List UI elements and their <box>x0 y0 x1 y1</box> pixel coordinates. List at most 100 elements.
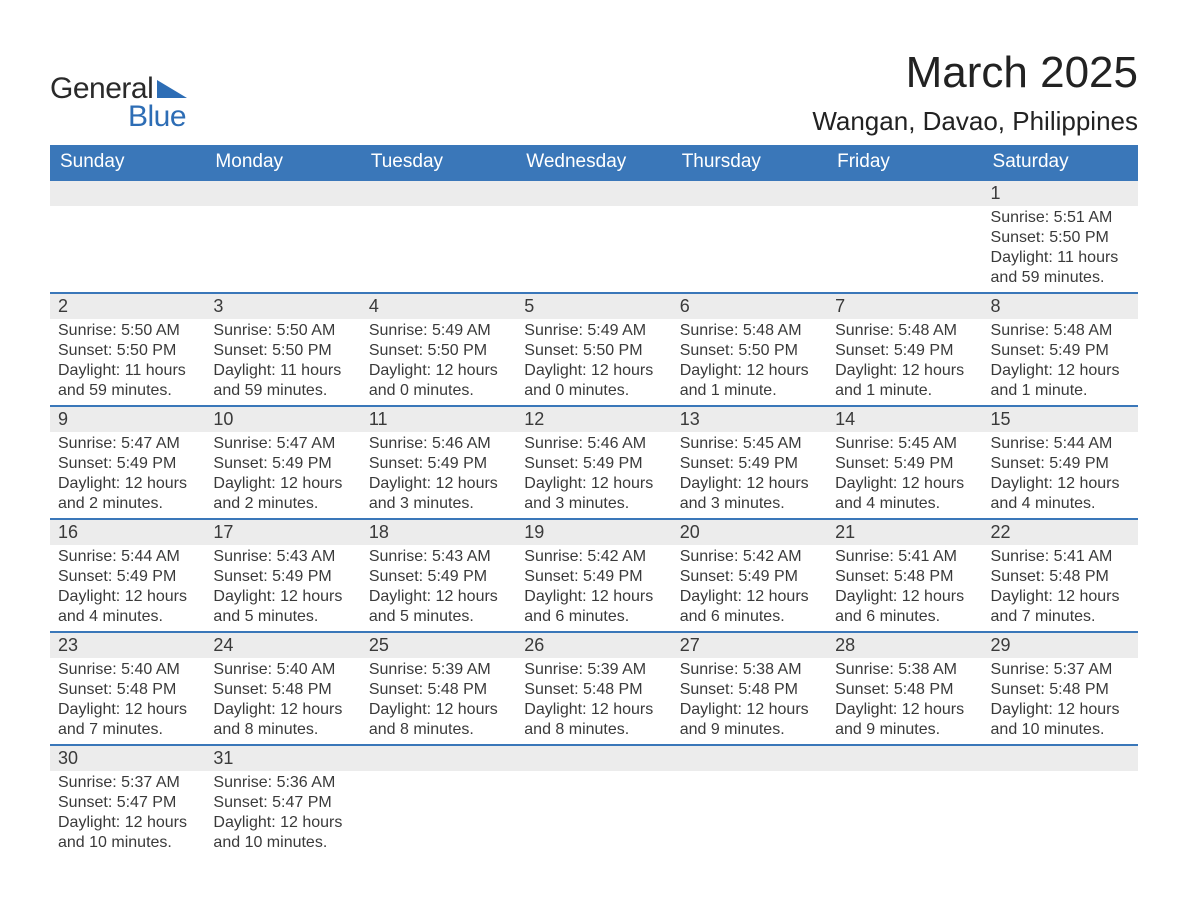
day-number-cell: 26 <box>516 632 671 658</box>
day-ss: Sunset: 5:47 PM <box>213 793 352 813</box>
day-sr: Sunrise: 5:38 AM <box>835 660 974 680</box>
day-d2: and 3 minutes. <box>524 494 663 514</box>
day-detail-row: Sunrise: 5:47 AMSunset: 5:49 PMDaylight:… <box>50 432 1138 519</box>
day-ss: Sunset: 5:49 PM <box>991 341 1130 361</box>
day-ss: Sunset: 5:49 PM <box>991 454 1130 474</box>
day-d1: Daylight: 12 hours <box>835 361 974 381</box>
day-ss: Sunset: 5:48 PM <box>835 680 974 700</box>
day-number-cell: 20 <box>672 519 827 545</box>
weekday-header: Sunday <box>50 145 205 180</box>
day-detail-cell: Sunrise: 5:36 AMSunset: 5:47 PMDaylight:… <box>205 771 360 857</box>
day-ss: Sunset: 5:47 PM <box>58 793 197 813</box>
day-number-row: 3031 <box>50 745 1138 771</box>
day-detail-cell: Sunrise: 5:44 AMSunset: 5:49 PMDaylight:… <box>983 432 1138 519</box>
page-header: General Blue March 2025 Wangan, Davao, P… <box>50 48 1138 137</box>
day-d1: Daylight: 12 hours <box>58 474 197 494</box>
day-detail-cell: Sunrise: 5:37 AMSunset: 5:47 PMDaylight:… <box>50 771 205 857</box>
day-d2: and 59 minutes. <box>991 268 1130 288</box>
day-d2: and 5 minutes. <box>369 607 508 627</box>
day-sr: Sunrise: 5:48 AM <box>991 321 1130 341</box>
day-detail-cell: Sunrise: 5:48 AMSunset: 5:49 PMDaylight:… <box>983 319 1138 406</box>
day-d1: Daylight: 12 hours <box>524 361 663 381</box>
day-number-row: 23242526272829 <box>50 632 1138 658</box>
day-number-cell: 11 <box>361 406 516 432</box>
day-d1: Daylight: 12 hours <box>524 474 663 494</box>
day-sr: Sunrise: 5:45 AM <box>835 434 974 454</box>
day-number-cell: 27 <box>672 632 827 658</box>
day-number-cell <box>205 180 360 206</box>
day-ss: Sunset: 5:49 PM <box>524 454 663 474</box>
day-ss: Sunset: 5:48 PM <box>991 680 1130 700</box>
day-detail-cell <box>516 771 671 857</box>
title-month: March 2025 <box>812 48 1138 98</box>
day-number-cell <box>827 745 982 771</box>
day-sr: Sunrise: 5:50 AM <box>213 321 352 341</box>
day-d1: Daylight: 12 hours <box>58 700 197 720</box>
day-number-cell: 28 <box>827 632 982 658</box>
day-sr: Sunrise: 5:49 AM <box>369 321 508 341</box>
day-detail-cell: Sunrise: 5:49 AMSunset: 5:50 PMDaylight:… <box>361 319 516 406</box>
day-detail-cell: Sunrise: 5:43 AMSunset: 5:49 PMDaylight:… <box>205 545 360 632</box>
day-number-cell <box>827 180 982 206</box>
day-sr: Sunrise: 5:49 AM <box>524 321 663 341</box>
day-sr: Sunrise: 5:47 AM <box>58 434 197 454</box>
day-d2: and 2 minutes. <box>58 494 197 514</box>
day-sr: Sunrise: 5:50 AM <box>58 321 197 341</box>
day-detail-cell: Sunrise: 5:38 AMSunset: 5:48 PMDaylight:… <box>672 658 827 745</box>
day-ss: Sunset: 5:49 PM <box>213 567 352 587</box>
day-ss: Sunset: 5:48 PM <box>58 680 197 700</box>
day-d2: and 5 minutes. <box>213 607 352 627</box>
day-d2: and 0 minutes. <box>369 381 508 401</box>
day-detail-cell: Sunrise: 5:49 AMSunset: 5:50 PMDaylight:… <box>516 319 671 406</box>
day-sr: Sunrise: 5:51 AM <box>991 208 1130 228</box>
day-d1: Daylight: 12 hours <box>835 700 974 720</box>
day-sr: Sunrise: 5:46 AM <box>524 434 663 454</box>
day-sr: Sunrise: 5:41 AM <box>991 547 1130 567</box>
day-detail-cell: Sunrise: 5:48 AMSunset: 5:50 PMDaylight:… <box>672 319 827 406</box>
day-number-cell: 17 <box>205 519 360 545</box>
day-detail-cell <box>50 206 205 293</box>
day-d2: and 8 minutes. <box>213 720 352 740</box>
day-ss: Sunset: 5:49 PM <box>58 454 197 474</box>
day-sr: Sunrise: 5:41 AM <box>835 547 974 567</box>
day-number-cell: 23 <box>50 632 205 658</box>
day-d1: Daylight: 12 hours <box>369 587 508 607</box>
day-d1: Daylight: 12 hours <box>680 700 819 720</box>
day-detail-cell: Sunrise: 5:42 AMSunset: 5:49 PMDaylight:… <box>672 545 827 632</box>
day-ss: Sunset: 5:49 PM <box>524 567 663 587</box>
weekday-header: Saturday <box>983 145 1138 180</box>
day-d1: Daylight: 12 hours <box>991 587 1130 607</box>
day-sr: Sunrise: 5:42 AM <box>680 547 819 567</box>
day-number-cell: 24 <box>205 632 360 658</box>
day-d2: and 1 minute. <box>835 381 974 401</box>
day-d2: and 6 minutes. <box>835 607 974 627</box>
day-detail-row: Sunrise: 5:51 AMSunset: 5:50 PMDaylight:… <box>50 206 1138 293</box>
day-detail-cell: Sunrise: 5:40 AMSunset: 5:48 PMDaylight:… <box>205 658 360 745</box>
day-sr: Sunrise: 5:38 AM <box>680 660 819 680</box>
logo-text-blue: Blue <box>128 100 187 134</box>
day-d1: Daylight: 11 hours <box>58 361 197 381</box>
day-ss: Sunset: 5:48 PM <box>213 680 352 700</box>
day-detail-cell: Sunrise: 5:39 AMSunset: 5:48 PMDaylight:… <box>361 658 516 745</box>
day-ss: Sunset: 5:48 PM <box>991 567 1130 587</box>
day-d1: Daylight: 12 hours <box>680 474 819 494</box>
title-block: March 2025 Wangan, Davao, Philippines <box>812 48 1138 137</box>
day-sr: Sunrise: 5:36 AM <box>213 773 352 793</box>
day-detail-cell <box>672 206 827 293</box>
day-number-row: 1 <box>50 180 1138 206</box>
day-d1: Daylight: 12 hours <box>213 700 352 720</box>
weekday-header-row: Sunday Monday Tuesday Wednesday Thursday… <box>50 145 1138 180</box>
day-d1: Daylight: 12 hours <box>369 474 508 494</box>
day-detail-row: Sunrise: 5:50 AMSunset: 5:50 PMDaylight:… <box>50 319 1138 406</box>
day-number-cell: 21 <box>827 519 982 545</box>
day-detail-cell: Sunrise: 5:47 AMSunset: 5:49 PMDaylight:… <box>50 432 205 519</box>
day-number-cell <box>50 180 205 206</box>
day-sr: Sunrise: 5:45 AM <box>680 434 819 454</box>
day-number-cell: 30 <box>50 745 205 771</box>
day-ss: Sunset: 5:49 PM <box>835 341 974 361</box>
day-detail-cell: Sunrise: 5:38 AMSunset: 5:48 PMDaylight:… <box>827 658 982 745</box>
day-d2: and 10 minutes. <box>991 720 1130 740</box>
day-number-cell: 7 <box>827 293 982 319</box>
day-number-cell: 22 <box>983 519 1138 545</box>
day-number-cell: 13 <box>672 406 827 432</box>
